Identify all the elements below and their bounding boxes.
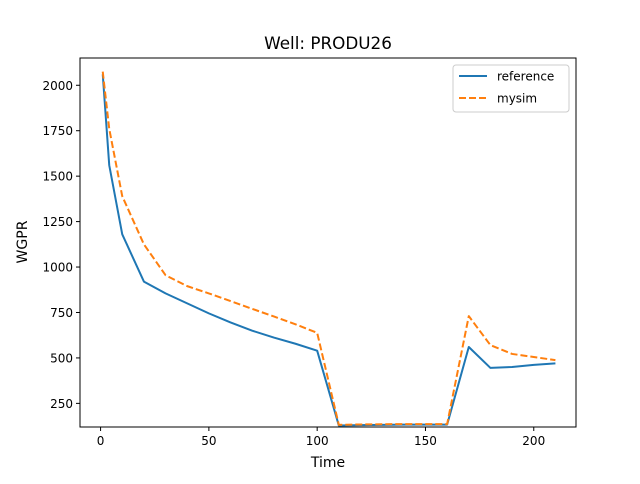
y-tick-label: 500 <box>50 351 73 365</box>
series-line-reference <box>101 74 556 427</box>
legend-label-reference: reference <box>497 70 554 84</box>
x-tick-label: 200 <box>522 434 545 448</box>
y-tick-label: 2000 <box>42 79 73 93</box>
y-tick-label: 750 <box>50 306 73 320</box>
series-line-mysim <box>101 71 556 426</box>
x-tick-label: 0 <box>97 434 105 448</box>
plot-frame <box>79 57 577 428</box>
x-tick-label: 100 <box>306 434 329 448</box>
legend-label-mysim: mysim <box>497 92 537 106</box>
y-tick-label: 250 <box>50 397 73 411</box>
y-tick-label: 1250 <box>42 215 73 229</box>
y-tick-label: 1000 <box>42 261 73 275</box>
y-axis-label: WGPR <box>15 220 31 263</box>
x-tick-label: 150 <box>414 434 437 448</box>
legend: reference mysim <box>452 64 570 113</box>
y-tick-label: 1750 <box>42 124 73 138</box>
x-axis-label: Time <box>310 455 345 471</box>
y-tick-label: 1500 <box>42 170 73 184</box>
chart-title: Well: PRODU26 <box>264 33 392 53</box>
plot-area: 0 50 100 150 200 250 500 750 1000 1250 1500 1750 200… <box>42 57 577 448</box>
x-tick-label: 50 <box>201 434 216 448</box>
